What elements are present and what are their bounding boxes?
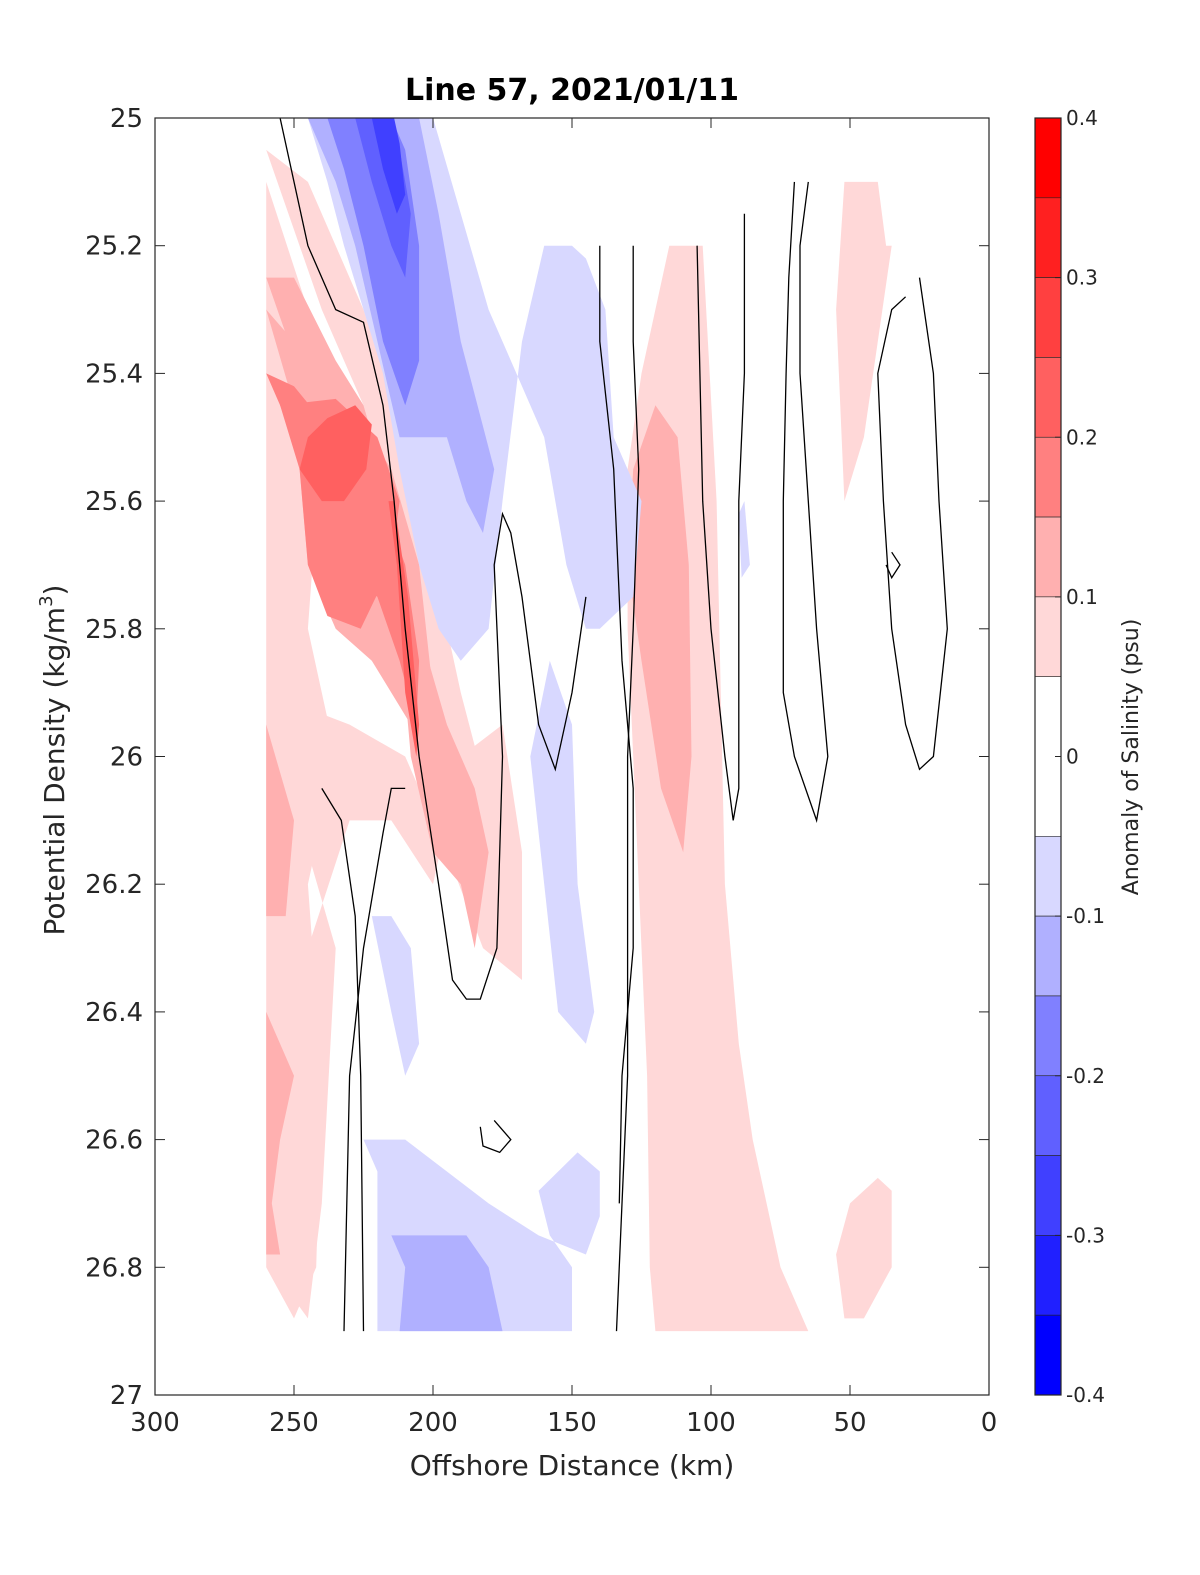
filled-region-17 <box>738 501 750 578</box>
colorbar-ticks: 0.4 0.3 0.2 0.1 0 -0.1 -0.2 -0.3 -0.4 <box>1055 106 1105 1407</box>
contour-line-6 <box>696 213 746 821</box>
y-axis-label-main: Potential Density (kg/m <box>38 607 71 936</box>
filled-contours <box>266 118 892 1332</box>
contour-line-2 <box>321 788 365 1332</box>
colorbar-tick-label-1: 0.3 <box>1066 266 1098 290</box>
colorbar-tick-label-3: 0.1 <box>1066 585 1098 609</box>
colorbar-cell-0 <box>1034 117 1062 199</box>
y-axis-label-superscript: 3 <box>36 595 57 606</box>
x-tick-label-4: 100 <box>686 1408 736 1438</box>
colorbar-cell-4 <box>1034 436 1062 518</box>
colorbar-tick-label-6: -0.2 <box>1066 1064 1105 1088</box>
filled-region-4 <box>836 181 892 502</box>
y-tick-label-8: 26.6 <box>85 1126 143 1156</box>
colorbar-cell-3 <box>1034 357 1062 438</box>
colorbar-cell-2 <box>1034 277 1062 358</box>
colorbar-cell-13 <box>1034 1235 1062 1316</box>
y-tick-label-0: 25 <box>110 104 143 134</box>
contour-line-5 <box>479 1119 512 1154</box>
x-tick-label-1: 250 <box>269 1408 319 1438</box>
y-axis-label-close: ) <box>38 585 71 596</box>
colorbar: 0.4 0.3 0.2 0.1 0 -0.1 -0.2 -0.3 -0.4 Anomaly of… <box>1034 106 1144 1407</box>
filled-region-14 <box>388 501 420 757</box>
x-tick-label-3: 150 <box>547 1408 597 1438</box>
contour-line-1 <box>343 787 406 1332</box>
filled-region-8 <box>266 724 294 917</box>
colorbar-cell-5 <box>1034 516 1062 598</box>
y-tick-label-7: 26.4 <box>85 998 143 1028</box>
filled-region-16 <box>558 373 572 502</box>
y-tick-label-10: 27 <box>110 1381 143 1411</box>
colorbar-cell-8 <box>1034 836 1062 917</box>
y-axis-label: Potential Density (kg/m3) <box>36 585 71 936</box>
colorbar-cell-12 <box>1034 1155 1062 1236</box>
x-tick-label-0: 300 <box>130 1408 180 1438</box>
contour-line-0 <box>279 118 587 1000</box>
colorbar-tick-label-7: -0.3 <box>1066 1223 1105 1247</box>
filled-region-25 <box>371 118 406 214</box>
colorbar-cell-11 <box>1034 1075 1062 1156</box>
y-tick-label-5: 26 <box>110 743 143 773</box>
x-tick-label-6: 0 <box>981 1408 998 1438</box>
x-axis-ticks: 300 250 200 150 100 50 0 <box>130 118 997 1438</box>
y-tick-label-2: 25.4 <box>85 359 143 389</box>
plot-area: 300 250 200 150 100 50 0 2525.225.425.625.8262… <box>85 104 997 1438</box>
contour-line-7 <box>782 181 829 823</box>
colorbar-cell-6 <box>1034 596 1062 677</box>
filled-region-5 <box>836 1177 892 1319</box>
colorbar-cell-10 <box>1034 995 1062 1077</box>
colorbar-tick-label-8: -0.4 <box>1066 1383 1105 1407</box>
filled-region-9 <box>266 1011 294 1255</box>
filled-region-22 <box>391 1235 503 1332</box>
colorbar-tick-label-5: -0.1 <box>1066 904 1105 928</box>
y-tick-label-3: 25.6 <box>85 487 143 517</box>
contour-line-8 <box>877 277 948 771</box>
y-axis-ticks: 25 25.2 25.4 25.6 25.8 26 26.2 26.4 26.6 26.8 27 <box>85 104 989 1411</box>
colorbar-cell-14 <box>1034 1314 1062 1396</box>
colorbar-tick-label-4: 0 <box>1066 745 1079 769</box>
x-axis-label: Offshore Distance (km) <box>410 1449 735 1482</box>
filled-region-18 <box>530 660 595 1044</box>
x-tick-label-2: 200 <box>408 1408 458 1438</box>
colorbar-cell-9 <box>1034 915 1062 997</box>
colorbar-tick-label-0: 0.4 <box>1066 106 1098 130</box>
chart-title: Line 57, 2021/01/11 <box>405 73 739 108</box>
contour-line-4 <box>599 245 634 1204</box>
y-tick-label-9: 26.8 <box>85 1253 143 1283</box>
zero-contour-lines <box>279 118 948 1332</box>
colorbar-tick-label-2: 0.2 <box>1066 425 1098 449</box>
y-tick-label-6: 26.2 <box>85 870 143 900</box>
x-tick-label-5: 50 <box>833 1408 866 1438</box>
colorbar-cell-1 <box>1034 197 1062 278</box>
colorbar-label: Anomaly of Salinity (psu) <box>1119 619 1144 896</box>
contour-line-9 <box>885 551 901 580</box>
contour-line-3 <box>615 245 640 1332</box>
filled-region-13 <box>299 405 372 502</box>
y-tick-label-4: 25.8 <box>85 615 143 645</box>
y-tick-label-1: 25.2 <box>85 232 143 262</box>
filled-region-10 <box>627 405 692 853</box>
filled-region-19 <box>371 916 420 1076</box>
